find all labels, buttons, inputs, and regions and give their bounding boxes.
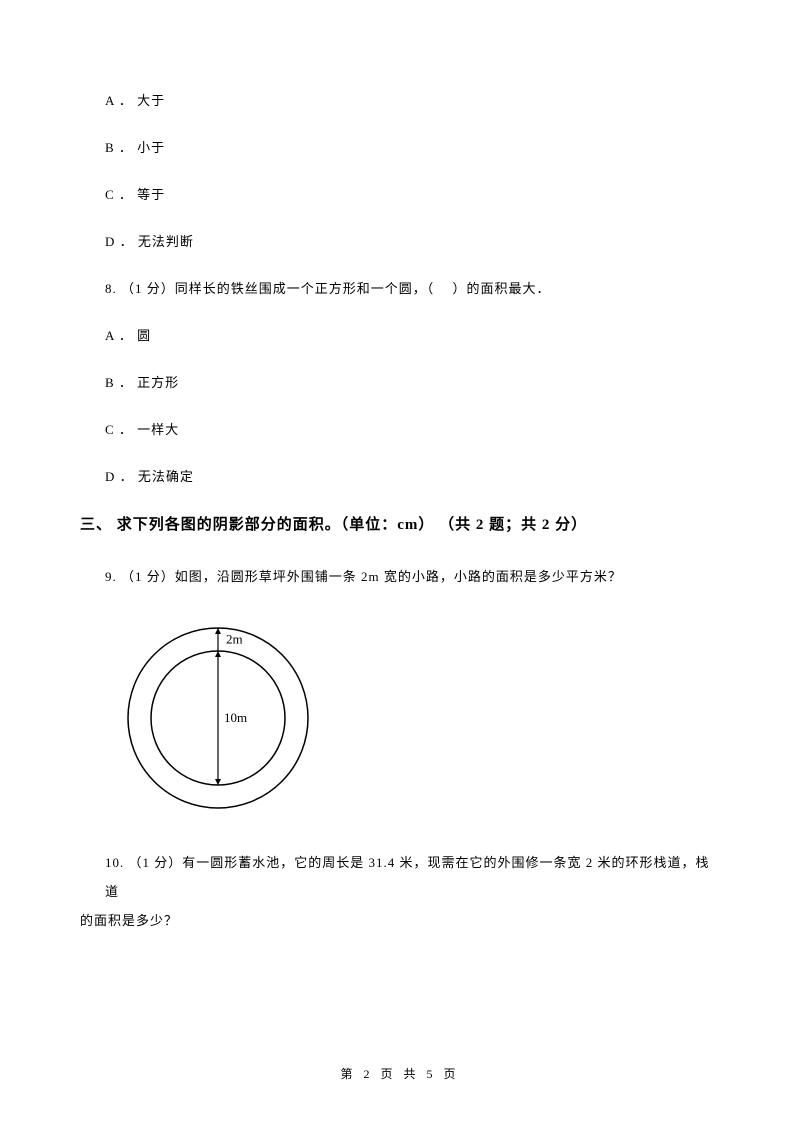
question-10-line2: 的面积是多少？ (80, 910, 720, 929)
option-a-q8: A ． 圆 (105, 325, 720, 344)
q9-diagram: 2m 10m (118, 613, 720, 813)
option-a-q7: A ． 大于 (105, 90, 720, 109)
option-d-q8: D ． 无法确定 (105, 466, 720, 485)
option-b-q8: B ． 正方形 (105, 372, 720, 391)
option-c-q8: C ． 一样大 (105, 419, 720, 438)
section-3-header: 三、 求下列各图的阴影部分的面积。（单位：cm） （共 2 题；共 2 分） (80, 513, 720, 534)
page-footer: 第 2 页 共 5 页 (0, 1065, 800, 1082)
option-c-q7: C ． 等于 (105, 184, 720, 203)
option-b-q7: B ． 小于 (105, 137, 720, 156)
question-8: 8. （1 分）同样长的铁丝围成一个正方形和一个圆，（ ）的面积最大． (105, 278, 720, 297)
question-9: 9. （1 分）如图，沿圆形草坪外围铺一条 2m 宽的小路，小路的面积是多少平方… (105, 566, 720, 585)
svg-text:2m: 2m (226, 632, 243, 647)
svg-text:10m: 10m (224, 710, 247, 725)
question-10-line1: 10. （1 分）有一圆形蓄水池，它的周长是 31.4 米，现需在它的外围修一条… (105, 849, 720, 906)
option-d-q7: D ． 无法判断 (105, 231, 720, 250)
annulus-diagram: 2m 10m (118, 613, 328, 813)
page-content: A ． 大于 B ． 小于 C ． 等于 D ． 无法判断 8. （1 分）同样… (0, 0, 800, 929)
